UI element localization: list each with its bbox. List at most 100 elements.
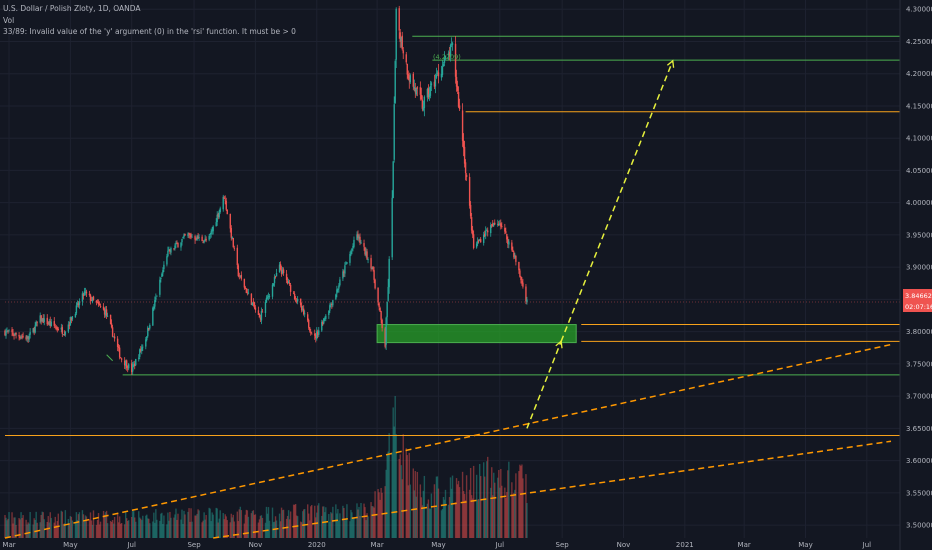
- candle-body: [224, 199, 226, 201]
- volume-bar: [39, 522, 41, 538]
- candle-body: [187, 233, 189, 237]
- countdown-badge: [903, 301, 932, 312]
- volume-bar: [123, 524, 126, 538]
- volume-bar: [42, 512, 44, 538]
- countdown-label: 02:07:16: [905, 303, 932, 311]
- symbol-title[interactable]: U.S. Dollar / Polish Zloty, 1D, OANDA: [3, 4, 141, 13]
- candle-body: [20, 337, 22, 339]
- candle-body: [42, 317, 44, 323]
- volume-bar: [184, 514, 186, 538]
- volume-bar: [351, 512, 353, 538]
- volume-bar: [518, 471, 520, 538]
- candle-body: [61, 327, 64, 334]
- candle-body: [282, 269, 285, 274]
- x-tick-label: Sep: [187, 541, 201, 549]
- volume-bar: [393, 426, 395, 538]
- volume-bar: [440, 510, 443, 538]
- candle-body: [141, 347, 143, 351]
- candle-body: [470, 217, 473, 231]
- candle-body: [458, 105, 461, 110]
- candle-body: [103, 309, 106, 315]
- x-tick-label: Sep: [556, 541, 570, 549]
- price-axis[interactable]: 4.30000 4.25000 4.20000 4.15000 4.10000 4.050…: [899, 0, 932, 550]
- volume-bar: [245, 509, 248, 538]
- volume-bar: [457, 480, 460, 538]
- volume-bar: [309, 520, 311, 538]
- volume-bar: [238, 509, 241, 538]
- candle-body: [392, 161, 394, 199]
- volume-bar: [485, 499, 487, 538]
- candle-body: [456, 85, 459, 91]
- candle-body: [184, 233, 186, 236]
- volume-bar: [308, 513, 310, 538]
- candle-body: [43, 318, 45, 322]
- volume-bar: [88, 519, 91, 538]
- y-tick-label: 4.20000: [906, 70, 932, 78]
- candle-body: [426, 89, 429, 98]
- volume-bar: [470, 495, 473, 538]
- volume-bar: [169, 511, 171, 538]
- candle-body: [479, 239, 482, 243]
- volume-indicator-label[interactable]: Vol: [3, 16, 15, 25]
- volume-bar: [253, 514, 256, 538]
- volume-bar: [82, 514, 85, 538]
- candle-body: [329, 305, 331, 311]
- volume-bar: [479, 476, 482, 538]
- candle-body: [49, 320, 51, 326]
- candle-body: [302, 308, 305, 315]
- candle-body: [135, 359, 137, 366]
- candle-body: [226, 209, 228, 215]
- volume-bar: [349, 521, 351, 538]
- candle-body: [497, 223, 499, 226]
- volume-bar: [317, 505, 319, 538]
- volume-bar: [268, 520, 271, 538]
- candle-body: [325, 315, 327, 320]
- candle-body: [77, 303, 80, 306]
- volume-bar: [13, 517, 15, 538]
- candle-body: [27, 336, 29, 339]
- candle-body: [514, 256, 516, 258]
- candle-body: [140, 349, 142, 351]
- candle-body: [247, 292, 250, 294]
- volume-bar: [321, 515, 323, 538]
- volume-bar: [111, 519, 114, 538]
- candle-body: [386, 302, 388, 318]
- volume-bar: [372, 506, 374, 538]
- volume-bar: [226, 520, 228, 538]
- candle-body: [159, 279, 161, 295]
- candle-body: [321, 321, 323, 331]
- candle-body: [394, 61, 396, 103]
- volume-bar: [225, 516, 227, 538]
- candle-body: [160, 277, 162, 280]
- volume-bar: [408, 452, 410, 538]
- y-tick-label: 4.10000: [906, 135, 932, 143]
- volume-bar: [484, 476, 486, 538]
- candle-body: [212, 226, 214, 232]
- candle-body: [413, 86, 416, 89]
- volume-bar: [402, 434, 404, 538]
- volume-bar: [521, 464, 523, 538]
- volume-bar: [486, 461, 488, 538]
- candle-body: [422, 106, 425, 111]
- volume-bar: [261, 517, 264, 538]
- candle-body: [294, 299, 297, 301]
- candle-body: [71, 316, 74, 320]
- volume-bar: [279, 521, 282, 538]
- trendline: [213, 440, 892, 539]
- volume-bar: [378, 492, 380, 538]
- time-axis[interactable]: Mar May Jul Sep Nov 2020 Mar May Jul Sep Nov 2021 Ma…: [2, 541, 871, 549]
- candle-body: [183, 234, 185, 237]
- candle-body: [274, 276, 277, 278]
- x-tick-label: Jul: [126, 541, 136, 549]
- candle-body: [490, 225, 492, 234]
- volume-bar: [299, 521, 302, 538]
- candle-body: [367, 259, 369, 261]
- candle-body: [493, 223, 495, 226]
- candle-body: [149, 325, 151, 329]
- candle-body: [173, 248, 175, 250]
- candle-body: [69, 317, 72, 326]
- candle-body: [344, 265, 346, 274]
- candle-body: [118, 347, 121, 358]
